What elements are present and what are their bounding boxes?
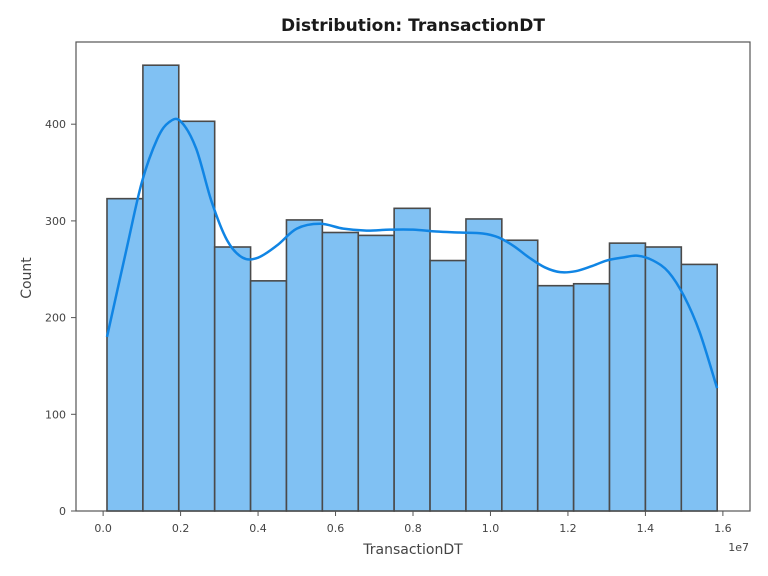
histogram-bar xyxy=(142,64,180,512)
histogram-bar xyxy=(106,197,144,512)
histogram-bar xyxy=(393,207,431,512)
y-tick-label: 400 xyxy=(45,118,66,131)
histogram-bar xyxy=(465,218,503,512)
x-axis-ticks: 0.0 0.2 0.4 0.6 0.8 1.0 1.2 1.4 1.6 xyxy=(94,511,732,535)
kde-curve xyxy=(105,117,719,389)
histogram-bars xyxy=(106,64,718,512)
x-tick-label: 0.0 xyxy=(94,522,112,535)
histogram-bar xyxy=(285,219,324,512)
y-axis-ticks: 0 100 200 300 400 xyxy=(45,118,76,518)
chart-title: Distribution: TransactionDT xyxy=(281,16,545,36)
x-tick-label: 0.8 xyxy=(404,522,422,535)
x-tick-label: 0.2 xyxy=(172,522,190,535)
histogram-bar xyxy=(429,259,467,512)
histogram-bar xyxy=(321,231,360,512)
histogram-bar xyxy=(357,234,395,512)
histogram-bar xyxy=(608,242,647,512)
x-tick-label: 1.2 xyxy=(559,522,577,535)
x-tick-label: 1.6 xyxy=(714,522,732,535)
x-tick-label: 0.6 xyxy=(327,522,345,535)
x-axis-offset-label: 1e7 xyxy=(728,541,749,554)
histogram-bar xyxy=(536,284,575,512)
histogram-bar xyxy=(572,282,611,512)
y-tick-label: 0 xyxy=(59,505,66,518)
histogram-bar xyxy=(177,120,216,512)
x-tick-label: 1.0 xyxy=(482,522,500,535)
y-tick-label: 200 xyxy=(45,312,66,325)
x-axis-label: TransactionDT xyxy=(362,542,463,558)
histogram-bar xyxy=(644,246,683,512)
y-axis-label: Count xyxy=(19,257,35,299)
y-tick-label: 100 xyxy=(45,408,66,421)
histogram-bar xyxy=(249,280,288,512)
histogram-bar xyxy=(501,239,539,512)
x-tick-label: 1.4 xyxy=(637,522,655,535)
x-tick-label: 0.4 xyxy=(249,522,267,535)
y-tick-label: 300 xyxy=(45,215,66,228)
histogram-bar xyxy=(213,246,252,512)
